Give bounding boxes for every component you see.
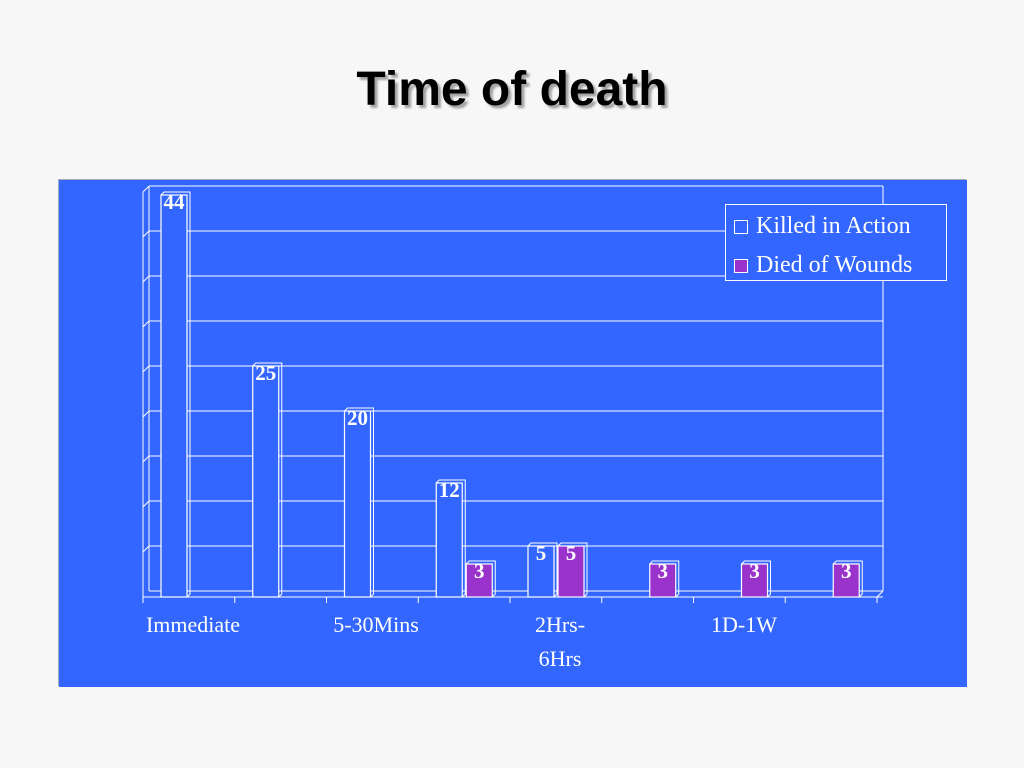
gridline-depth xyxy=(142,410,150,418)
bar-edge xyxy=(435,479,466,598)
gridline-depth xyxy=(142,500,150,508)
legend-item-killed: Killed in Action xyxy=(734,213,911,240)
x-tick-label: 2Hrs- 6Hrs xyxy=(480,608,640,676)
bar-killed xyxy=(527,545,555,598)
data-label: 3 xyxy=(749,559,760,583)
data-label: 12 xyxy=(439,478,460,502)
gridline-depth xyxy=(142,455,150,463)
legend-swatch-killed xyxy=(734,219,748,234)
bar-edge xyxy=(557,542,588,598)
bar-died xyxy=(465,563,493,598)
data-label: 5 xyxy=(566,541,577,565)
gridline-depth xyxy=(142,230,150,238)
chart-legend: Killed in Action Died of Wounds xyxy=(725,204,947,281)
gridline-depth xyxy=(142,275,150,283)
legend-label-died: Died of Wounds xyxy=(756,252,913,278)
bar-edge xyxy=(344,407,374,598)
bar-died xyxy=(740,563,769,598)
chart-panel: 44 25 20 12 3 5 5 3 3 3 xyxy=(58,179,967,687)
bar-edge xyxy=(465,560,496,598)
data-label: 3 xyxy=(658,559,669,583)
bar-edge xyxy=(527,542,558,598)
bar-died xyxy=(649,563,677,598)
bar-died xyxy=(557,545,585,598)
bar-died xyxy=(832,563,860,598)
data-label: 5 xyxy=(536,541,547,565)
bar-edge xyxy=(160,191,191,598)
legend-label-killed: Killed in Action xyxy=(756,213,911,239)
x-tick-label: 5-30Mins xyxy=(333,612,419,637)
bar-edge xyxy=(649,560,680,598)
legend-item-died: Died of Wounds xyxy=(734,252,912,279)
bar-edge xyxy=(252,362,283,598)
bar-killed xyxy=(160,194,188,598)
bar-killed xyxy=(252,365,280,598)
gridline-depth xyxy=(142,320,150,328)
x-tick-label: 1D-1W xyxy=(711,612,777,637)
gridline-depth xyxy=(142,365,150,373)
bar-edge xyxy=(741,560,771,598)
legend-swatch-died xyxy=(734,258,748,273)
gridline-depth xyxy=(142,545,150,553)
bar-killed xyxy=(435,482,463,598)
data-label: 44 xyxy=(164,190,186,214)
gridline-depth xyxy=(142,185,150,193)
data-label: 25 xyxy=(255,361,276,385)
data-label: 20 xyxy=(347,406,368,430)
x-tick-label: Immediate xyxy=(145,612,241,637)
data-label: 3 xyxy=(474,559,485,583)
bar-edge xyxy=(832,560,863,598)
chart-title: Time of death xyxy=(356,63,668,116)
data-label: 3 xyxy=(841,559,852,583)
bar-chart: 44 25 20 12 3 5 5 3 3 3 xyxy=(59,180,967,687)
x-tick-label-line: 2Hrs- 6Hrs xyxy=(534,612,586,671)
floor-right xyxy=(876,590,884,598)
bar-killed xyxy=(343,410,372,598)
